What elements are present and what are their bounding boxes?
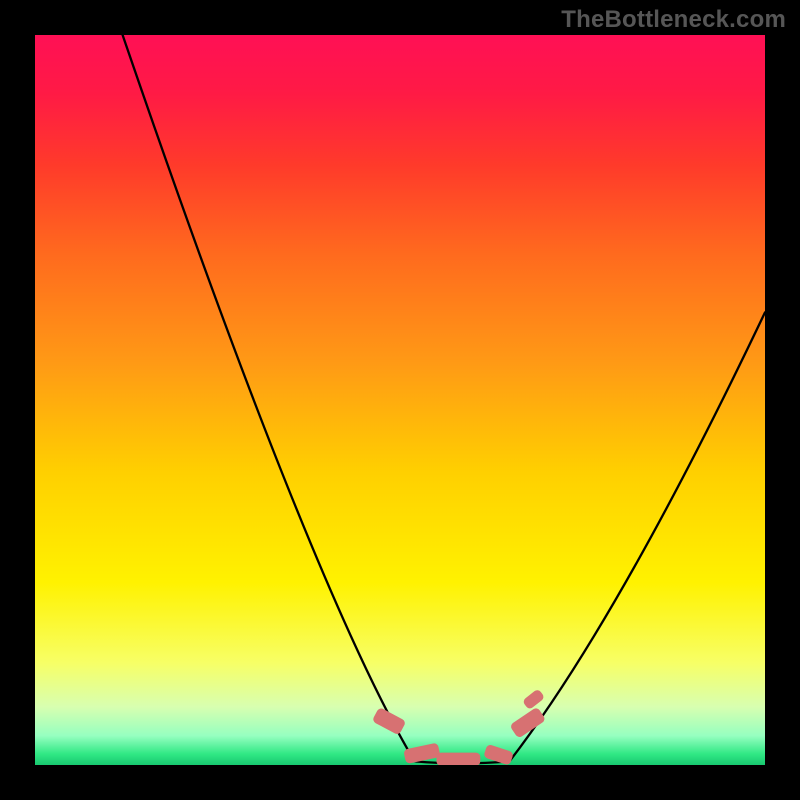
valley-marker — [437, 753, 481, 766]
gradient-plot-area — [35, 35, 765, 765]
chart-border — [0, 765, 800, 800]
bottleneck-chart-svg — [0, 0, 800, 800]
chart-border — [765, 0, 800, 800]
chart-stage: TheBottleneck.com — [0, 0, 800, 800]
chart-border — [0, 0, 35, 800]
watermark-text: TheBottleneck.com — [561, 6, 786, 34]
